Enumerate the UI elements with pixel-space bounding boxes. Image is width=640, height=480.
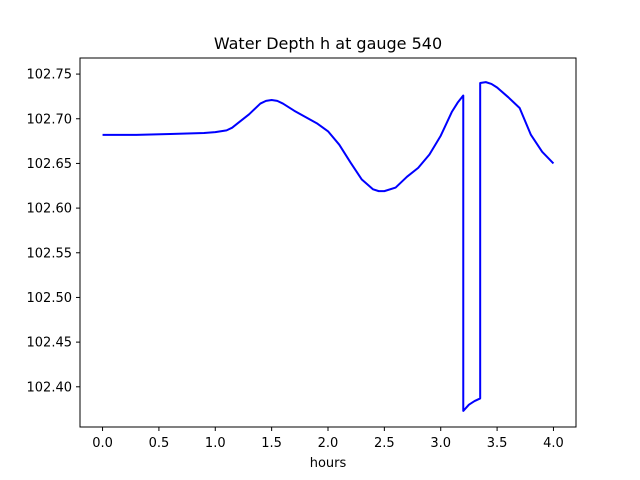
x-tick-label: 2.5 — [374, 436, 395, 451]
y-tick-label: 102.65 — [27, 157, 73, 172]
y-tick-label: 102.75 — [27, 68, 73, 83]
y-tick-label: 102.50 — [27, 291, 73, 306]
x-tick-label: 4.0 — [543, 436, 564, 451]
y-tick-label: 102.60 — [27, 202, 73, 217]
y-tick-label: 102.40 — [27, 380, 73, 395]
x-tick-label: 1.5 — [261, 436, 282, 451]
y-tick-label: 102.70 — [27, 112, 73, 127]
plot-area-frame — [79, 57, 577, 428]
x-tick-label: 3.5 — [487, 436, 508, 451]
y-axis-ticks: 102.40 102.45 102.50 102.55 102.60 102.65 102.… — [27, 68, 80, 395]
x-tick-label: 3.0 — [430, 436, 451, 451]
x-tick-label: 0.5 — [149, 436, 170, 451]
chart-title: Water Depth h at gauge 540 — [214, 34, 442, 53]
x-axis-title: hours — [310, 456, 347, 471]
x-axis-ticks: 0.0 0.5 1.0 1.5 2.0 2.5 3.0 3.5 4.0 — [92, 427, 564, 451]
x-tick-label: 2.0 — [318, 436, 339, 451]
x-tick-label: 1.0 — [205, 436, 226, 451]
y-tick-label: 102.45 — [27, 336, 73, 351]
series-line — [102, 81, 555, 412]
x-tick-label: 0.0 — [92, 436, 113, 451]
y-tick-label: 102.55 — [27, 246, 73, 261]
